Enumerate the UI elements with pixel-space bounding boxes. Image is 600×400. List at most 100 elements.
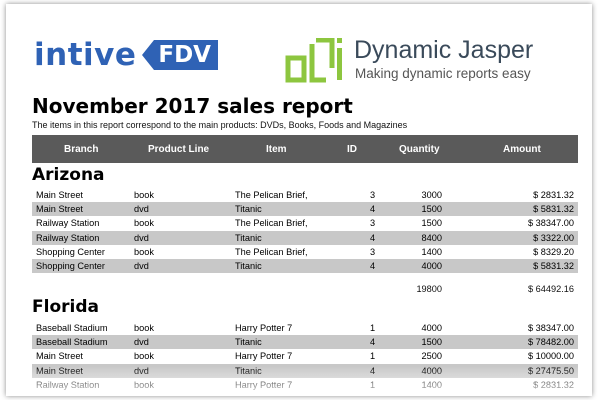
cell-quantity: 4000 bbox=[421, 260, 442, 271]
table-row: Shopping Center dvd Titanic 4 4000 $ 583… bbox=[32, 258, 578, 274]
cell-branch: Shopping Center bbox=[36, 246, 105, 257]
report-subtitle: The items in this report correspond to t… bbox=[32, 120, 408, 130]
cell-quantity: 4000 bbox=[421, 365, 442, 376]
column-header-branch: Branch bbox=[64, 144, 99, 155]
cell-branch: Main Street bbox=[36, 351, 83, 362]
cell-branch: Railway Station bbox=[36, 379, 100, 390]
cell-id: 4 bbox=[370, 260, 376, 271]
cell-product-line: book bbox=[134, 323, 154, 333]
arizona-rows: Main Street book The Pelican Brief, 3 30… bbox=[32, 188, 578, 274]
cell-quantity: 8400 bbox=[421, 232, 442, 243]
table-row: Baseball Stadium dvd Titanic 4 1500 $ 78… bbox=[32, 335, 578, 350]
cell-id: 3 bbox=[370, 246, 376, 257]
cell-item: Titanic bbox=[235, 232, 262, 243]
fdv-arrow-icon bbox=[142, 40, 155, 70]
column-header-item: Item bbox=[266, 144, 287, 155]
column-header-id: ID bbox=[347, 144, 357, 155]
section-title-arizona: Arizona bbox=[32, 165, 105, 185]
cell-item: The Pelican Brief, bbox=[235, 190, 308, 200]
dynamic-jasper-tagline: Making dynamic reports easy bbox=[355, 66, 531, 81]
cell-amount: $ 5831.32 bbox=[533, 260, 574, 271]
table-row: Railway Station book Harry Potter 7 1 14… bbox=[32, 378, 578, 392]
cell-amount: $ 8329.20 bbox=[533, 246, 574, 257]
cell-product-line: dvd bbox=[134, 204, 149, 215]
florida-rows: Baseball Stadium book Harry Potter 7 1 4… bbox=[32, 321, 578, 392]
cell-item: Harry Potter 7 bbox=[235, 379, 293, 390]
cell-product-line: book bbox=[134, 379, 154, 390]
column-header-quantity: Quantity bbox=[399, 144, 440, 155]
intive-logo-text: intive bbox=[34, 37, 137, 73]
cell-id: 1 bbox=[370, 379, 376, 390]
cell-amount: $ 10000.00 bbox=[528, 351, 574, 362]
cell-branch: Shopping Center bbox=[36, 260, 105, 271]
cell-id: 4 bbox=[370, 232, 376, 243]
cell-item: The Pelican Brief, bbox=[235, 218, 308, 229]
cell-item: Titanic bbox=[235, 204, 262, 215]
dynamic-jasper-title: Dynamic Jasper bbox=[354, 36, 534, 64]
cell-branch: Baseball Stadium bbox=[36, 323, 108, 333]
cell-amount: $ 38347.00 bbox=[528, 218, 574, 229]
cell-id: 1 bbox=[370, 323, 376, 333]
cell-product-line: dvd bbox=[134, 260, 149, 271]
cell-item: Harry Potter 7 bbox=[235, 351, 293, 362]
cell-amount: $ 78482.00 bbox=[528, 337, 574, 348]
cell-id: 3 bbox=[370, 218, 376, 229]
cell-product-line: book bbox=[134, 351, 154, 362]
cell-quantity: 1500 bbox=[421, 218, 442, 229]
cell-amount: $ 3322.00 bbox=[533, 232, 574, 243]
dynamic-jasper-logo: Dynamic Jasper Making dynamic reports ea… bbox=[284, 36, 584, 88]
cell-item: Harry Potter 7 bbox=[235, 323, 293, 333]
cell-branch: Baseball Stadium bbox=[36, 337, 108, 348]
cell-item: Titanic bbox=[235, 260, 262, 271]
table-row: Railway Station book The Pelican Brief, … bbox=[32, 216, 578, 230]
table-header: Branch Product Line Item ID Quantity Amo… bbox=[32, 135, 578, 163]
cell-quantity: 1500 bbox=[421, 204, 442, 215]
cell-product-line: dvd bbox=[134, 337, 149, 348]
cell-quantity: 4000 bbox=[421, 323, 442, 333]
cell-id: 1 bbox=[370, 351, 376, 362]
column-header-amount: Amount bbox=[503, 144, 541, 155]
cell-product-line: book bbox=[134, 218, 154, 229]
fdv-logo-badge: FDV bbox=[154, 40, 218, 70]
table-row: Main Street book Harry Potter 7 1 2500 $… bbox=[32, 349, 578, 363]
total-quantity: 19800 bbox=[416, 284, 442, 294]
cell-quantity: 2500 bbox=[421, 351, 442, 362]
cell-branch: Main Street bbox=[36, 365, 83, 376]
report-page: intive FDV Dynamic Jasper Making dynamic… bbox=[6, 4, 592, 396]
cell-item: The Pelican Brief, bbox=[235, 246, 308, 257]
column-header-product-line: Product Line bbox=[148, 144, 210, 155]
cell-amount: $ 5831.32 bbox=[533, 204, 574, 215]
cell-quantity: 3000 bbox=[421, 190, 442, 200]
cell-branch: Main Street bbox=[36, 190, 83, 200]
cell-amount: $ 2831.32 bbox=[533, 190, 574, 200]
cell-product-line: dvd bbox=[134, 365, 149, 376]
cell-quantity: 1400 bbox=[421, 379, 442, 390]
cell-amount: $ 38347.00 bbox=[528, 323, 574, 333]
cell-branch: Railway Station bbox=[36, 218, 100, 229]
table-row: Railway Station dvd Titanic 4 8400 $ 332… bbox=[32, 230, 578, 245]
total-amount: $ 64492.16 bbox=[528, 284, 574, 294]
cell-quantity: 1400 bbox=[421, 246, 442, 257]
arizona-totals: 19800 $ 64492.16 bbox=[32, 282, 578, 296]
table-row: Shopping Center book The Pelican Brief, … bbox=[32, 245, 578, 259]
cell-amount: $ 2831.32 bbox=[533, 379, 574, 390]
cell-id: 4 bbox=[370, 204, 376, 215]
intive-fdv-logo: intive FDV bbox=[34, 38, 218, 72]
cell-id: 4 bbox=[370, 365, 376, 376]
cell-quantity: 1500 bbox=[421, 337, 442, 348]
table-row: Main Street dvd Titanic 4 1500 $ 5831.32 bbox=[32, 202, 578, 217]
cell-branch: Main Street bbox=[36, 204, 83, 215]
section-title-florida: Florida bbox=[32, 297, 99, 317]
cell-item: Titanic bbox=[235, 337, 262, 348]
table-row: Main Street dvd Titanic 4 4000 $ 27475.5… bbox=[32, 363, 578, 378]
table-row: Main Street book The Pelican Brief, 3 30… bbox=[32, 188, 578, 202]
table-row: Baseball Stadium book Harry Potter 7 1 4… bbox=[32, 321, 578, 335]
cell-id: 4 bbox=[370, 337, 376, 348]
cell-product-line: book bbox=[134, 190, 154, 200]
report-title: November 2017 sales report bbox=[32, 94, 353, 118]
cell-product-line: dvd bbox=[134, 232, 149, 243]
cell-item: Titanic bbox=[235, 365, 262, 376]
cell-id: 3 bbox=[370, 190, 376, 200]
dynamic-jasper-mark-icon bbox=[285, 38, 342, 83]
cell-product-line: book bbox=[134, 246, 154, 257]
